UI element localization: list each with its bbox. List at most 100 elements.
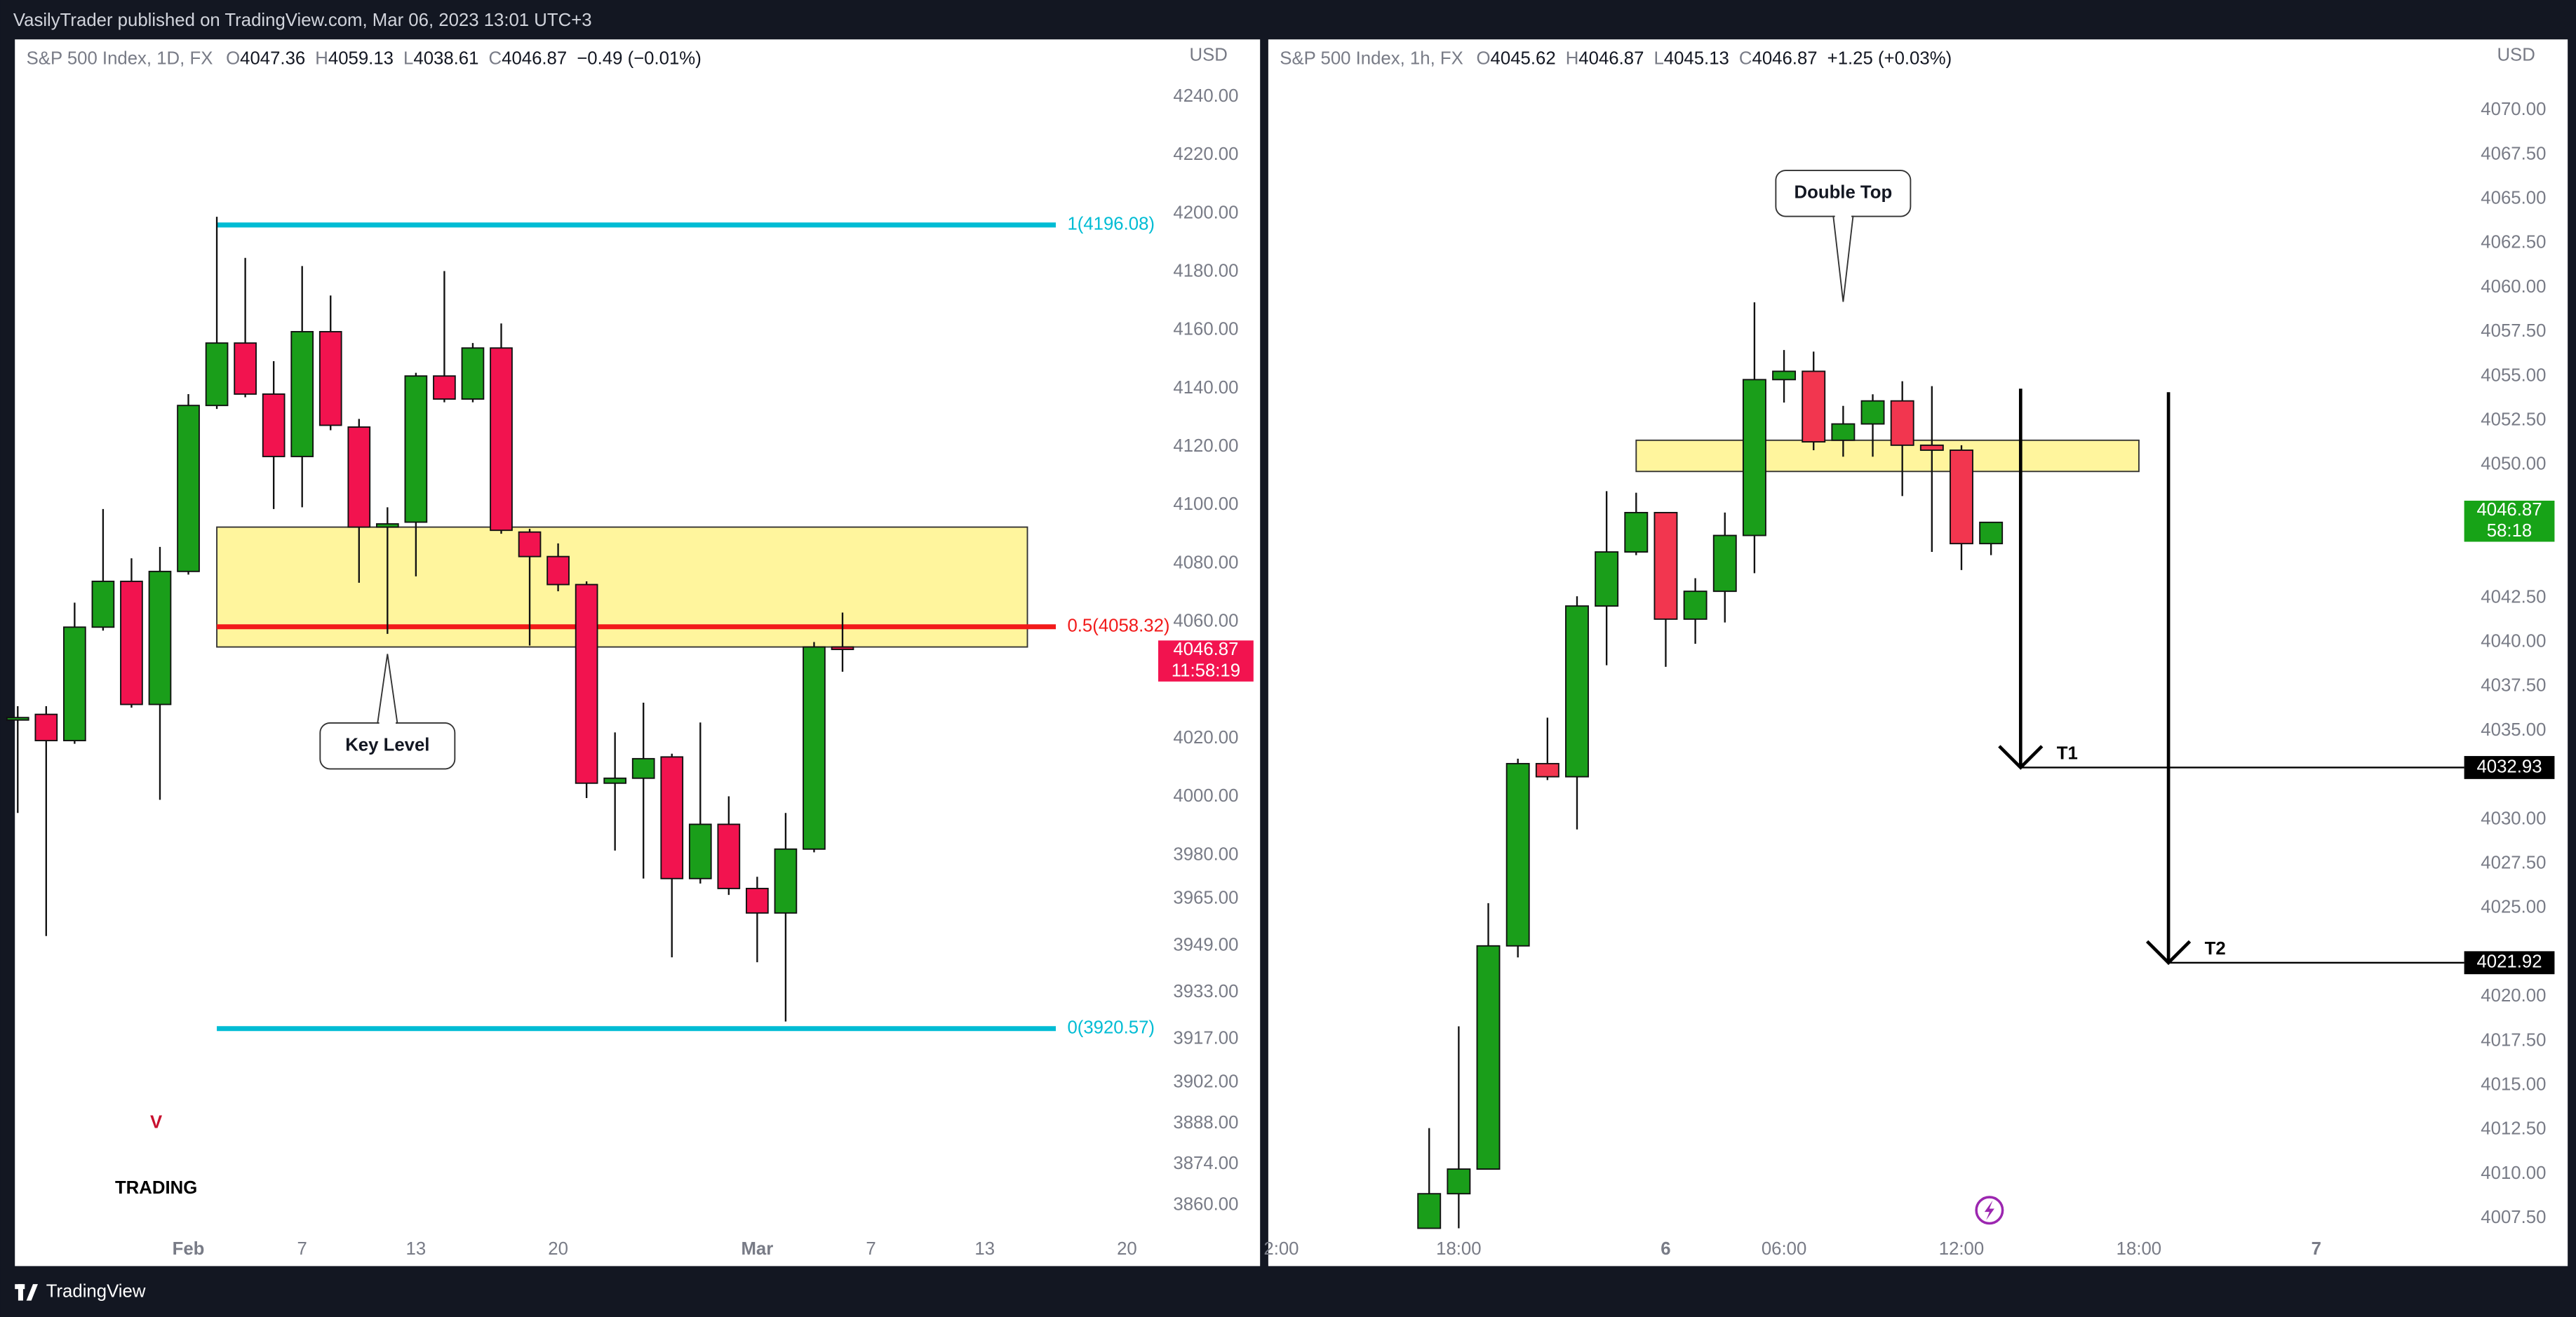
candle-body [1712, 534, 1737, 593]
candle-body [518, 531, 542, 558]
candle-body [375, 523, 399, 528]
y-tick-label: 4042.50 [2481, 587, 2546, 607]
fib-level-label: 1(4196.08) [1067, 215, 1155, 234]
y-tick-label: 4240.00 [1173, 86, 1238, 106]
lightning-icon [1975, 1196, 2004, 1225]
y-tick-label: 3902.00 [1173, 1072, 1238, 1092]
y-tick-label: 3917.00 [1173, 1028, 1238, 1048]
y-tick-label: 4007.50 [2481, 1208, 2546, 1227]
candle-body [1653, 511, 1678, 620]
y-tick-label: 4080.00 [1173, 553, 1238, 572]
callout-text: Double Top [1795, 183, 1893, 203]
candle-body [1802, 370, 1826, 443]
ohlc-label: H [315, 48, 328, 68]
candle-body [120, 581, 143, 705]
y-tick-label: 4015.00 [2481, 1075, 2546, 1095]
callout-text: Key Level [345, 735, 429, 755]
candle-body [631, 757, 655, 779]
y-tick-label: 4160.00 [1173, 320, 1238, 339]
ohlc-value: 4046.87 [1578, 48, 1644, 68]
candle-body [575, 583, 598, 784]
ohlc-label: L [1653, 48, 1663, 68]
candle-body [1595, 551, 1619, 607]
candle-body [1890, 400, 1914, 446]
ohlc-label: C [1739, 48, 1752, 68]
candle-body [1742, 379, 1766, 536]
ohlc-label: L [403, 48, 413, 68]
y-tick-label: 3965.00 [1173, 889, 1238, 908]
currency: USD [1190, 45, 1228, 65]
legend-header: S&P 500 Index, 1h, FX O4045.62 H4046.87 L40… [1280, 48, 1952, 68]
candle-body [1565, 605, 1589, 778]
y-tick-label: 4040.00 [2481, 632, 2546, 651]
candle-body [490, 347, 513, 532]
price-value: 4046.87 [2476, 500, 2542, 520]
y-tick-label: 4067.50 [2481, 144, 2546, 163]
arrow-head [2145, 940, 2192, 966]
candle-body [347, 426, 371, 528]
y-tick-label: 4027.50 [2481, 853, 2546, 873]
y-tick-label: 4017.50 [2481, 1030, 2546, 1050]
y-tick-label: 4060.00 [1173, 612, 1238, 631]
candle-body [831, 646, 854, 651]
ohlc-label: H [1566, 48, 1579, 68]
candle-body [177, 405, 200, 572]
candle-body [1979, 521, 2004, 545]
y-tick-label: 4055.00 [2481, 365, 2546, 385]
ohlc-label: C [489, 48, 502, 68]
y-tick-label: 4070.00 [2481, 100, 2546, 119]
y-tick-label: 4030.00 [2481, 809, 2546, 828]
x-tick-label: 20 [1117, 1239, 1137, 1259]
candle-body [91, 581, 115, 628]
currency: USD [2497, 45, 2535, 65]
candle-body [1505, 762, 1530, 947]
y-tick-label: 4010.00 [2481, 1163, 2546, 1183]
x-tick-label: 13 [406, 1239, 427, 1259]
y-tick-label: 4140.00 [1173, 378, 1238, 398]
ohlc-value: 4045.13 [1664, 48, 1729, 68]
x-tick-label: 7 [297, 1239, 307, 1259]
candle-body [660, 756, 684, 879]
price-tag [1158, 640, 1254, 682]
ohlc-value: 4045.62 [1491, 48, 1556, 68]
y-tick-label: 3980.00 [1173, 844, 1238, 864]
y-tick-label: 4035.00 [2481, 720, 2546, 740]
candle-body [803, 646, 826, 850]
target-price: 4032.93 [2476, 757, 2542, 776]
candle-body [774, 848, 798, 914]
candle-body [63, 626, 86, 742]
price-value: 4046.87 [1173, 640, 1238, 659]
y-tick-label: 4037.50 [2481, 676, 2546, 696]
y-tick-label: 4120.00 [1173, 436, 1238, 456]
ohlc-value: 4059.13 [328, 48, 394, 68]
symbol: S&P 500 Index, 1h, FX [1280, 48, 1463, 68]
ohlc-label: O [1477, 48, 1491, 68]
change: +1.25 (+0.03%) [1827, 48, 1952, 68]
price-countdown: 58:18 [2487, 521, 2532, 541]
candle-body [148, 570, 172, 705]
candle-body [234, 342, 257, 395]
ohlc-value: 4046.87 [502, 48, 567, 68]
candle-body [1624, 511, 1649, 553]
x-tick-label: 20 [548, 1239, 568, 1259]
legend-header: S&P 500 Index, 1D, FX O4047.36 H4059.13 L40… [27, 48, 702, 68]
candle-body [461, 347, 485, 400]
x-tick-label: 18:00 [1436, 1239, 1481, 1259]
candle-body [546, 555, 570, 586]
x-tick-label: Feb [173, 1239, 205, 1259]
symbol: S&P 500 Index, 1D, FX [27, 48, 213, 68]
y-tick-label: 3874.00 [1173, 1154, 1238, 1173]
logo-text: TRADING [115, 1178, 197, 1198]
candle-body [717, 823, 741, 889]
logo-letter: V [150, 1112, 162, 1132]
price-tag [2464, 500, 2555, 542]
y-tick-label: 4200.00 [1173, 203, 1238, 222]
key-zone [1635, 439, 2140, 473]
ohlc-value: 4047.36 [240, 48, 305, 68]
ohlc-value: 4038.61 [413, 48, 478, 68]
candle-body [1683, 590, 1708, 620]
candle-body [1535, 762, 1559, 778]
candle-body [603, 777, 627, 784]
x-tick-label: 7 [2312, 1239, 2321, 1259]
